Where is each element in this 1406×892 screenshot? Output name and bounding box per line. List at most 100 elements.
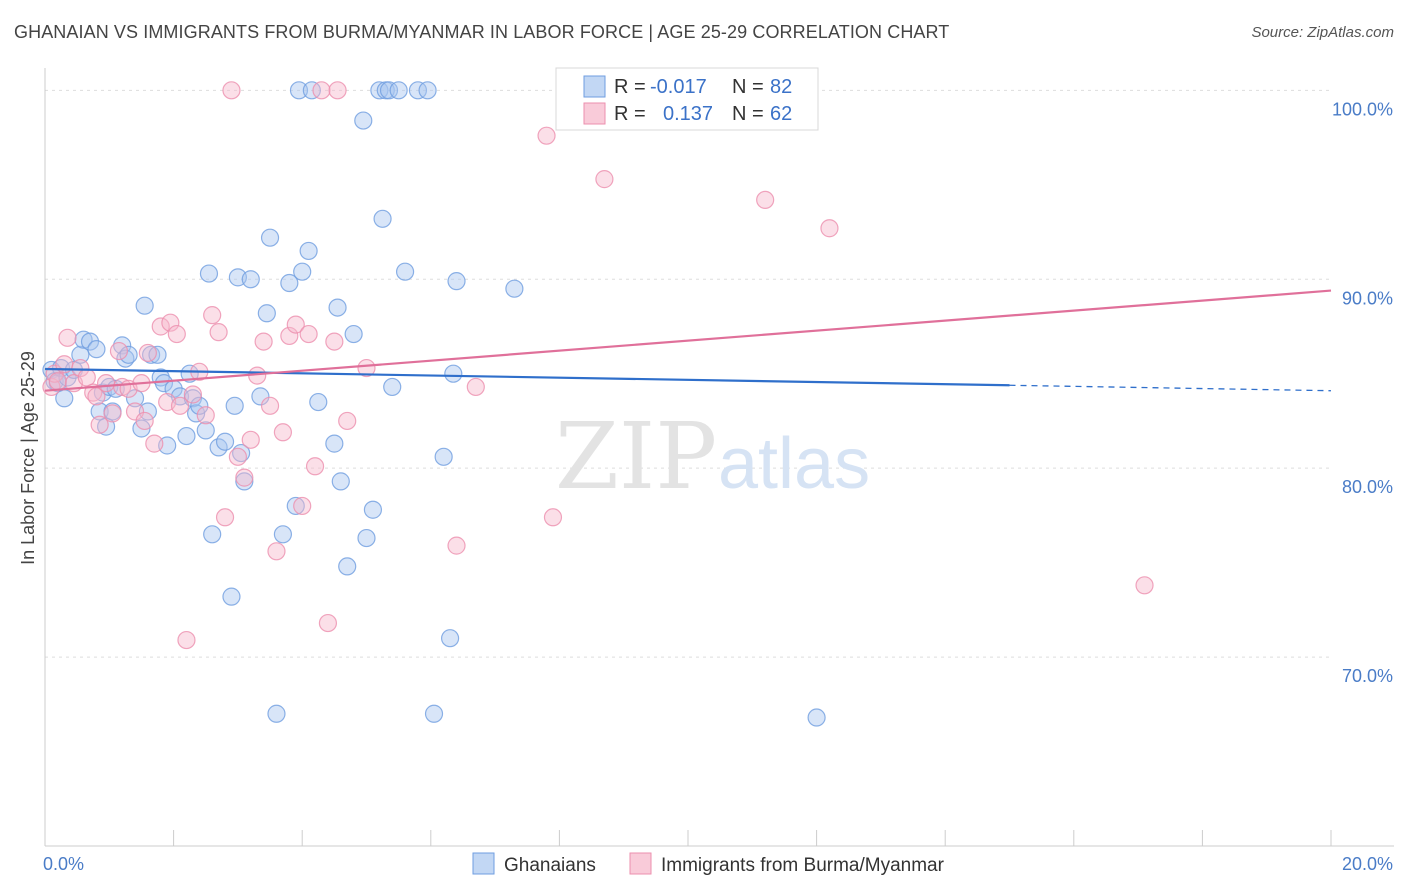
y-tick-label: 70.0%: [1342, 666, 1393, 686]
data-point: [267, 704, 286, 723]
data-point: [302, 81, 321, 100]
x-tick-label: 20.0%: [1342, 854, 1393, 874]
tick-labels: 100.0% 90.0% 80.0% 70.0% 0.0% 20.0%: [43, 99, 1393, 874]
data-point: [318, 613, 338, 633]
data-point: [209, 323, 228, 342]
y-tick-label: 100.0%: [1332, 99, 1393, 119]
data-point: [125, 389, 145, 408]
chart-title: GHANAIAN VS IMMIGRANTS FROM BURMA/MYANMA…: [14, 22, 950, 42]
data-point: [251, 387, 270, 406]
data-point: [260, 228, 280, 247]
data-point: [109, 341, 129, 361]
data-point: [257, 304, 276, 323]
data-point: [235, 468, 254, 487]
data-point: [280, 326, 299, 346]
watermark-zip: ZIP: [555, 403, 717, 510]
data-point: [328, 298, 347, 317]
source-credit: Source: ZipAtlas.com: [1251, 24, 1394, 41]
data-point: [338, 557, 357, 576]
data-point: [135, 296, 154, 315]
y-tick-label: 90.0%: [1342, 288, 1393, 308]
data-point: [444, 364, 463, 383]
watermark: ZIP atlas: [555, 403, 870, 510]
data-point: [293, 262, 312, 281]
data-point: [280, 273, 299, 293]
data-point: [141, 345, 161, 364]
data-point: [119, 345, 138, 364]
data-point: [74, 330, 93, 349]
data-point: [254, 332, 273, 351]
bottom-legend-label-burma: Immigrants from Burma/Myanmar: [661, 855, 945, 876]
data-point: [196, 421, 215, 440]
data-point: [135, 411, 154, 431]
data-point: [373, 209, 392, 228]
data-point: [183, 385, 202, 404]
legend-r-label-1: R =: [614, 76, 646, 98]
data-point: [331, 472, 350, 491]
data-point: [87, 387, 106, 406]
series-1-points: [42, 81, 1154, 650]
data-point: [305, 457, 325, 476]
legend-swatch-burma: [583, 102, 606, 125]
x-tick-label: 0.0%: [43, 854, 84, 874]
data-point: [447, 536, 466, 555]
trend-line-ghanaians-extension: [1009, 384, 1332, 392]
legend-n-value-2: 62: [770, 103, 792, 125]
legend-n-value-1: 82: [770, 76, 792, 98]
bottom-legend: Ghanaians Immigrants from Burma/Myanmar: [472, 852, 945, 876]
data-point: [338, 411, 357, 431]
data-point: [80, 332, 100, 351]
data-point: [177, 630, 196, 650]
data-point: [71, 358, 90, 378]
axes: [44, 68, 1394, 847]
data-point: [151, 317, 170, 336]
data-point: [225, 396, 244, 415]
data-point: [90, 415, 109, 434]
data-point: [354, 111, 373, 130]
data-point: [199, 264, 219, 283]
data-point: [328, 81, 347, 100]
data-point: [357, 528, 376, 548]
data-point: [241, 270, 260, 289]
legend-n-label-1: N =: [732, 76, 764, 98]
data-point: [807, 708, 826, 727]
data-point: [286, 315, 305, 334]
data-point: [96, 374, 116, 393]
y-tick-label: 80.0%: [1342, 477, 1393, 497]
legend-swatch-ghanaians: [583, 75, 606, 98]
bottom-legend-label-ghanaians: Ghanaians: [504, 855, 596, 876]
data-point: [357, 358, 376, 378]
data-point: [260, 396, 280, 415]
data-point: [273, 423, 293, 442]
data-point: [222, 81, 241, 100]
data-point: [408, 81, 428, 100]
data-point: [595, 170, 614, 189]
data-point: [309, 392, 328, 412]
top-legend: R = -0.017 N = 82 R = 0.137 N = 62: [555, 67, 819, 131]
data-point: [370, 81, 389, 100]
data-point: [537, 126, 556, 145]
data-point: [286, 496, 305, 516]
data-point: [48, 372, 67, 391]
data-point: [177, 426, 196, 446]
data-point: [820, 219, 839, 238]
data-point: [379, 81, 399, 100]
data-point: [447, 272, 466, 291]
data-point: [113, 377, 132, 397]
data-point: [77, 368, 96, 387]
data-point: [215, 432, 235, 451]
data-point: [395, 262, 415, 281]
data-point: [1135, 576, 1154, 595]
data-point: [228, 447, 247, 466]
data-point: [440, 629, 460, 648]
data-point: [190, 396, 209, 415]
data-point: [466, 377, 485, 397]
data-point: [325, 332, 344, 351]
bottom-legend-swatch-burma: [629, 852, 652, 875]
data-points: [42, 81, 1154, 727]
data-point: [344, 324, 363, 344]
data-point: [325, 434, 344, 453]
data-point: [87, 340, 106, 359]
trend-lines: [44, 289, 1332, 392]
